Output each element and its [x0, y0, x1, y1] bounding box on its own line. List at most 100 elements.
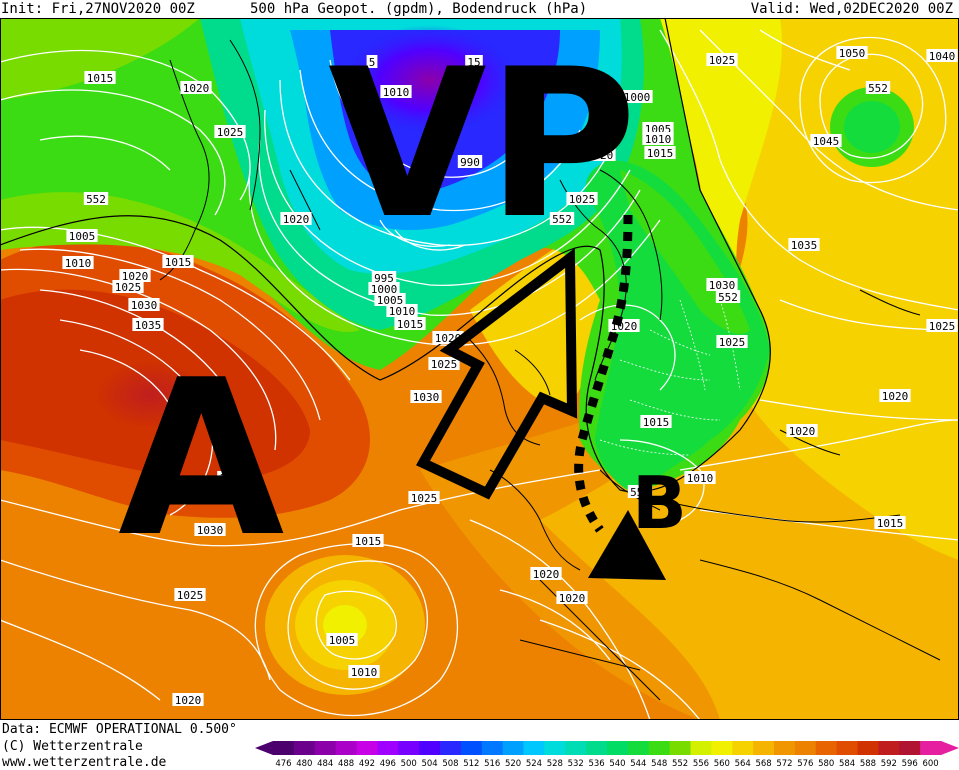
isobar-label: 1020 — [882, 390, 909, 403]
website-link[interactable]: www.wetterzentrale.de — [2, 755, 167, 770]
isobar-label: 552 — [552, 213, 572, 226]
scale-tick-label: 592 — [881, 759, 897, 769]
scale-tick-label: 488 — [338, 759, 354, 769]
isobar-label-bg — [874, 516, 906, 529]
isobar-label-bg — [556, 591, 588, 604]
scale-tick-label: 520 — [505, 759, 521, 769]
isobar-label: 1025 — [411, 492, 438, 505]
isobar-label-bg — [410, 390, 442, 403]
isobar-label: 1005 — [377, 294, 404, 307]
isobar-label-bg — [180, 81, 212, 94]
scale-swatch — [920, 741, 942, 755]
isobar-label-bg — [380, 85, 412, 98]
isobar-label-bg — [119, 269, 151, 282]
init-time: Init: Fri,27NOV2020 00Z — [1, 1, 195, 17]
scale-tick-label: 536 — [588, 759, 604, 769]
isobar-label: 1010 — [351, 666, 378, 679]
isobar-label: 1010 — [645, 133, 672, 146]
isobar-label-bg — [371, 271, 397, 284]
isobar-label-bg — [112, 280, 144, 293]
scale-tick-label: 564 — [735, 759, 751, 769]
scale-swatch — [836, 741, 858, 755]
isobar-label: 1030 — [131, 299, 158, 312]
scale-swatch — [586, 741, 608, 755]
contour-552 — [0, 18, 771, 493]
field-560-east — [640, 18, 782, 370]
scale-tick-label: 556 — [693, 759, 709, 769]
isobar-label-bg — [280, 212, 312, 225]
isobar-label-bg — [644, 146, 676, 159]
isobar-label: 1040 — [929, 50, 956, 63]
low-pressure-label: VP — [328, 26, 637, 264]
isobar-label: 1025 — [709, 54, 736, 67]
isobar-label: 5 — [425, 184, 432, 197]
scale-swatch — [753, 741, 775, 755]
trough-line — [574, 214, 633, 533]
isobar-label-bg — [84, 71, 116, 84]
scale-swatch — [293, 741, 316, 755]
isobar-label-bg — [348, 665, 380, 678]
isobar-label-bg — [879, 389, 911, 402]
scale-swatch — [815, 741, 838, 755]
isobar-label: 1035 — [135, 319, 162, 332]
scale-swatch — [419, 741, 441, 755]
scale-tick-label: 576 — [797, 759, 813, 769]
scale-swatch — [732, 741, 754, 755]
isobar-label: 1010 — [383, 86, 410, 99]
scale-tick-label: 584 — [839, 759, 855, 769]
isobar-label-bg — [172, 693, 204, 706]
scale-tick-label: 492 — [359, 759, 375, 769]
scale-tick-label: 476 — [275, 759, 291, 769]
isobar-label-bg — [422, 183, 434, 196]
color-scale: 476 480 484 488 492 496 500 504 508 512 516 520 524 5… — [255, 741, 959, 769]
isobar-label: 1020 — [559, 592, 586, 605]
scale-tick-label: 548 — [651, 759, 667, 769]
scale-tick-label: 600 — [922, 759, 938, 769]
isobar-label: 1010 — [389, 305, 416, 318]
scale-tick-label: 528 — [547, 759, 563, 769]
isobar-label: 1005 — [69, 230, 96, 243]
isobar-label-bg — [836, 46, 868, 59]
scale-swatch — [356, 741, 378, 755]
isobar-label-bg — [810, 134, 842, 147]
isobar-label: 1020 — [183, 82, 210, 95]
isobar-label: 1050 — [839, 47, 866, 60]
isobar-label: 1020 — [122, 270, 149, 283]
isobar-label-bg — [788, 238, 820, 251]
isobar-label-bg — [66, 229, 98, 242]
scale-tick-label: 508 — [442, 759, 458, 769]
isobar-label: 1010 — [65, 257, 92, 270]
isobar-label-bg — [132, 318, 164, 331]
flow-arrow — [416, 248, 578, 500]
isobar-label: 995 — [374, 272, 394, 285]
isobar-label-bg — [926, 319, 958, 332]
scale-swatch — [398, 741, 420, 755]
isobar-label: 1005 — [329, 634, 356, 647]
isobar-label-bg — [394, 317, 426, 330]
scale-swatch — [460, 741, 483, 755]
scale-swatch — [878, 741, 900, 755]
isobar-label-bg — [214, 125, 246, 138]
isobar-label-bg — [352, 534, 384, 547]
isobar-label: 1020 — [587, 149, 614, 162]
isobar-label-bg — [684, 471, 716, 484]
scale-tick-label: 568 — [755, 759, 771, 769]
isobar-label: 10 — [219, 472, 232, 485]
isobar-label-bg — [621, 90, 653, 103]
chart-title: 500 hPa Geopot. (gpdm), Bodendruck (hPa) — [250, 1, 588, 17]
isobar-label: 1010 — [687, 472, 714, 485]
scale-swatch — [627, 741, 650, 755]
isobar-label-bg — [174, 588, 206, 601]
isobar-label: 1025 — [177, 589, 204, 602]
isobar-label: 552 — [630, 486, 650, 499]
isobar-label: 1015 — [643, 416, 670, 429]
scale-tick-label: 516 — [484, 759, 500, 769]
scale-swatch — [544, 741, 566, 755]
isobar-label-bg — [549, 212, 575, 225]
scale-arrow-left — [255, 741, 273, 755]
scale-tick-label: 500 — [401, 759, 417, 769]
scale-swatch — [335, 741, 357, 755]
scale-swatch — [669, 741, 691, 755]
scale-swatch — [899, 741, 921, 755]
